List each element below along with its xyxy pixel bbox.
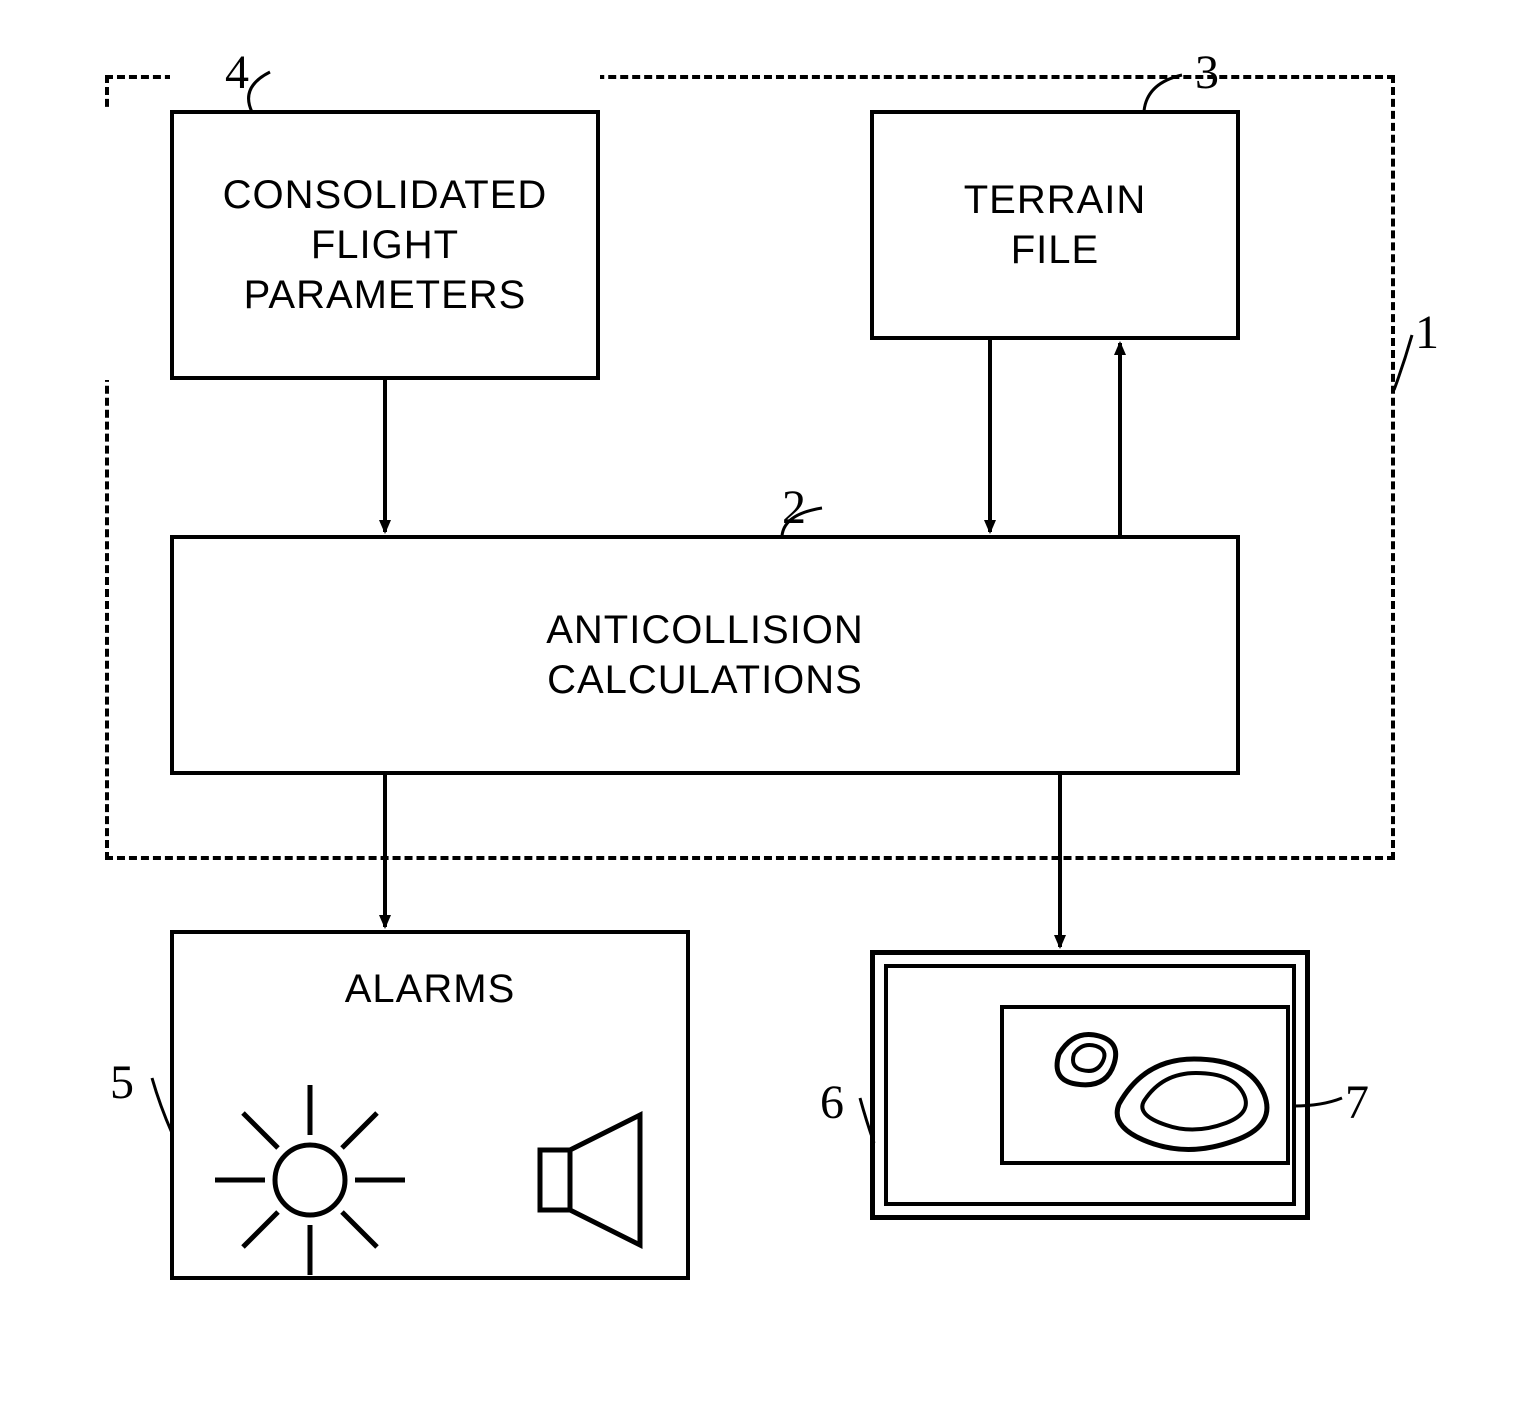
box-alarms-text: ALARMS xyxy=(345,964,516,1014)
box-anticollision-calc-text: ANTICOLLISIONCALCULATIONS xyxy=(546,605,864,705)
display-screen xyxy=(1000,1005,1290,1165)
box-flight-parameters: CONSOLIDATEDFLIGHTPARAMETERS xyxy=(170,110,600,380)
ref-label-2: 2 xyxy=(782,480,806,535)
box-flight-parameters-text: CONSOLIDATEDFLIGHTPARAMETERS xyxy=(223,170,548,320)
ref-label-5: 5 xyxy=(110,1055,134,1110)
dashed-gap-left xyxy=(100,110,114,380)
ref-label-6: 6 xyxy=(820,1075,844,1130)
box-terrain-file: TERRAINFILE xyxy=(870,110,1240,340)
box-terrain-file-text: TERRAINFILE xyxy=(964,175,1147,275)
terrain-contours-icon xyxy=(1004,1009,1294,1169)
ref-label-1: 1 xyxy=(1415,305,1439,360)
box-display-device xyxy=(870,950,1310,1220)
ref-label-7: 7 xyxy=(1345,1075,1369,1130)
ref-label-3: 3 xyxy=(1195,45,1219,100)
box-anticollision-calc: ANTICOLLISIONCALCULATIONS xyxy=(170,535,1240,775)
box-alarms: ALARMS xyxy=(170,930,690,1280)
ref-label-4: 4 xyxy=(225,45,249,100)
